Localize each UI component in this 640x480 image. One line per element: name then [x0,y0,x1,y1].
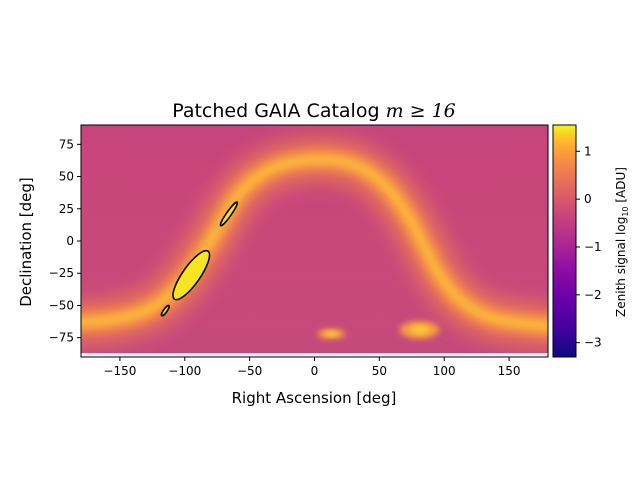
x-tick-label: 150 [498,364,521,378]
y-tick-label: −75 [49,331,74,345]
colorbar-label: Zenith signal log10 [ADU] [614,167,630,317]
x-tick-label: 0 [311,364,319,378]
colorbar: 1 0 −1 −2 −3 Zenith signal log10 [ADU] [552,124,630,358]
y-tick-label: 75 [59,137,74,151]
colorbar-tick-label: −3 [584,336,602,350]
y-tick-label: −25 [49,266,74,280]
y-tick-label: 0 [66,234,74,248]
colorbar-gradient [552,124,577,358]
chart-title: Patched GAIA Catalog m ≥ 16 [172,100,456,122]
bright-spots [317,320,440,339]
x-tick-label: 100 [433,364,456,378]
heatmap-plot [81,125,548,357]
y-axis-label: Declination [deg] [17,177,35,307]
x-tick-label: −50 [237,364,262,378]
y-tick-label: 50 [59,170,74,184]
contour-region [160,304,170,317]
contour-line [160,304,170,317]
bright-spot-core [324,331,339,337]
contour-regions [160,201,239,317]
contour-region [219,201,239,227]
x-axis: −150 −100 −50 0 50 100 150 [103,357,521,378]
colorbar-ticks: 1 0 −1 −2 −3 [576,144,602,350]
contour-region [172,249,211,301]
y-tick-label: −50 [49,298,74,312]
contour-line [219,201,239,227]
colorbar-tick-label: 0 [584,192,592,206]
contour-line [172,249,211,301]
colorbar-tick-label: −1 [584,240,602,254]
x-tick-label: −150 [103,364,136,378]
x-axis-label: Right Ascension [deg] [232,389,397,407]
colorbar-tick-label: 1 [584,144,592,158]
y-tick-label: 25 [59,202,74,216]
south-pole-strip [81,353,548,357]
galactic-plane-core [81,154,548,331]
x-tick-label: −100 [168,364,201,378]
colorbar-tick-label: −2 [584,288,602,302]
bright-spot-core [409,325,430,334]
y-axis: −75 −50 −25 0 25 50 75 [49,137,81,345]
x-tick-label: 50 [372,364,387,378]
